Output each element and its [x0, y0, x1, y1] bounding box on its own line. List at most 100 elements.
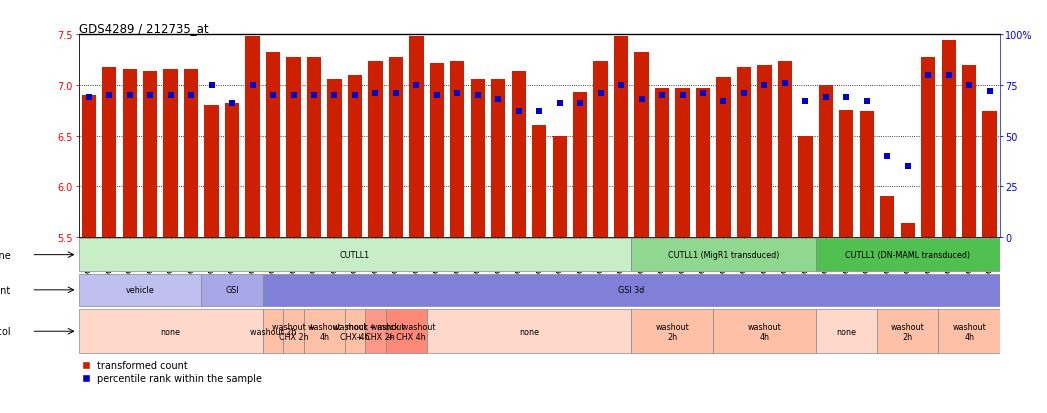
Text: GSI: GSI: [225, 286, 239, 294]
Bar: [532, 126, 547, 237]
Bar: [900, 223, 915, 237]
Point: [797, 99, 814, 105]
Bar: [716, 78, 731, 237]
Point: [777, 81, 794, 87]
Bar: [839, 111, 853, 237]
Point: [920, 72, 937, 79]
Bar: [122, 69, 137, 237]
Bar: [286, 57, 300, 237]
Point: [940, 72, 957, 79]
Point: [510, 109, 527, 115]
Bar: [962, 65, 977, 237]
Bar: [877, 310, 938, 353]
Point: [449, 90, 466, 97]
Bar: [284, 310, 304, 353]
Bar: [757, 65, 772, 237]
Bar: [675, 89, 690, 237]
Text: CUTLL1 (MigR1 transduced): CUTLL1 (MigR1 transduced): [668, 251, 779, 259]
Text: mock washout
+ CHX 4h: mock washout + CHX 4h: [377, 322, 436, 341]
Point: [183, 93, 200, 99]
Bar: [245, 37, 260, 237]
Point: [736, 90, 753, 97]
Point: [572, 101, 588, 107]
Point: [593, 90, 609, 97]
Legend: transformed count, percentile rank within the sample: transformed count, percentile rank withi…: [84, 360, 262, 383]
Bar: [307, 57, 321, 237]
Point: [306, 93, 322, 99]
Bar: [982, 112, 997, 237]
Bar: [654, 89, 669, 237]
Bar: [201, 274, 263, 306]
Bar: [614, 37, 628, 237]
Bar: [79, 274, 201, 306]
Point: [469, 93, 486, 99]
Bar: [881, 197, 894, 237]
Bar: [426, 310, 631, 353]
Bar: [328, 80, 341, 237]
Text: none: none: [519, 327, 539, 336]
Bar: [819, 86, 833, 237]
Text: CUTLL1: CUTLL1: [340, 251, 370, 259]
Bar: [79, 310, 263, 353]
Point: [981, 88, 998, 95]
Bar: [938, 310, 1000, 353]
Bar: [713, 310, 816, 353]
Bar: [921, 57, 935, 237]
Text: none: none: [837, 327, 856, 336]
Point: [715, 99, 732, 105]
Text: washout +
CHX 4h: washout + CHX 4h: [334, 322, 376, 341]
Bar: [778, 62, 793, 237]
Text: agent: agent: [0, 285, 10, 295]
Bar: [816, 239, 1000, 271]
Point: [694, 90, 711, 97]
Bar: [369, 62, 382, 237]
Bar: [163, 69, 178, 237]
Bar: [941, 41, 956, 237]
Bar: [385, 310, 426, 353]
Bar: [429, 64, 444, 237]
Point: [899, 163, 916, 170]
Bar: [860, 112, 874, 237]
Bar: [491, 80, 506, 237]
Point: [961, 83, 978, 89]
Bar: [266, 53, 281, 237]
Text: CUTLL1 (DN-MAML transduced): CUTLL1 (DN-MAML transduced): [845, 251, 971, 259]
Text: washout
4h: washout 4h: [748, 322, 781, 341]
Point: [756, 83, 773, 89]
Bar: [450, 62, 465, 237]
Bar: [631, 310, 713, 353]
Text: washout 2h: washout 2h: [250, 327, 296, 336]
Text: washout
2h: washout 2h: [655, 322, 689, 341]
Bar: [304, 310, 344, 353]
Bar: [82, 96, 96, 237]
Point: [326, 93, 342, 99]
Point: [265, 93, 282, 99]
Point: [612, 83, 629, 89]
Text: washout
4h: washout 4h: [308, 322, 341, 341]
Text: mock washout
+ CHX 2h: mock washout + CHX 2h: [347, 322, 404, 341]
Bar: [553, 136, 566, 237]
Point: [859, 99, 875, 105]
Point: [224, 101, 241, 107]
Point: [428, 93, 445, 99]
Point: [141, 93, 158, 99]
Point: [818, 95, 834, 101]
Point: [121, 93, 138, 99]
Point: [101, 93, 117, 99]
Point: [81, 95, 97, 101]
Text: washout
2h: washout 2h: [891, 322, 925, 341]
Point: [531, 109, 548, 115]
Point: [244, 83, 261, 89]
Bar: [388, 57, 403, 237]
Bar: [696, 89, 710, 237]
Bar: [737, 67, 751, 237]
Text: none: none: [160, 327, 181, 336]
Bar: [798, 136, 812, 237]
Bar: [816, 310, 877, 353]
Point: [552, 101, 569, 107]
Point: [653, 93, 670, 99]
Bar: [594, 62, 608, 237]
Point: [674, 93, 691, 99]
Bar: [204, 106, 219, 237]
Text: vehicle: vehicle: [126, 286, 154, 294]
